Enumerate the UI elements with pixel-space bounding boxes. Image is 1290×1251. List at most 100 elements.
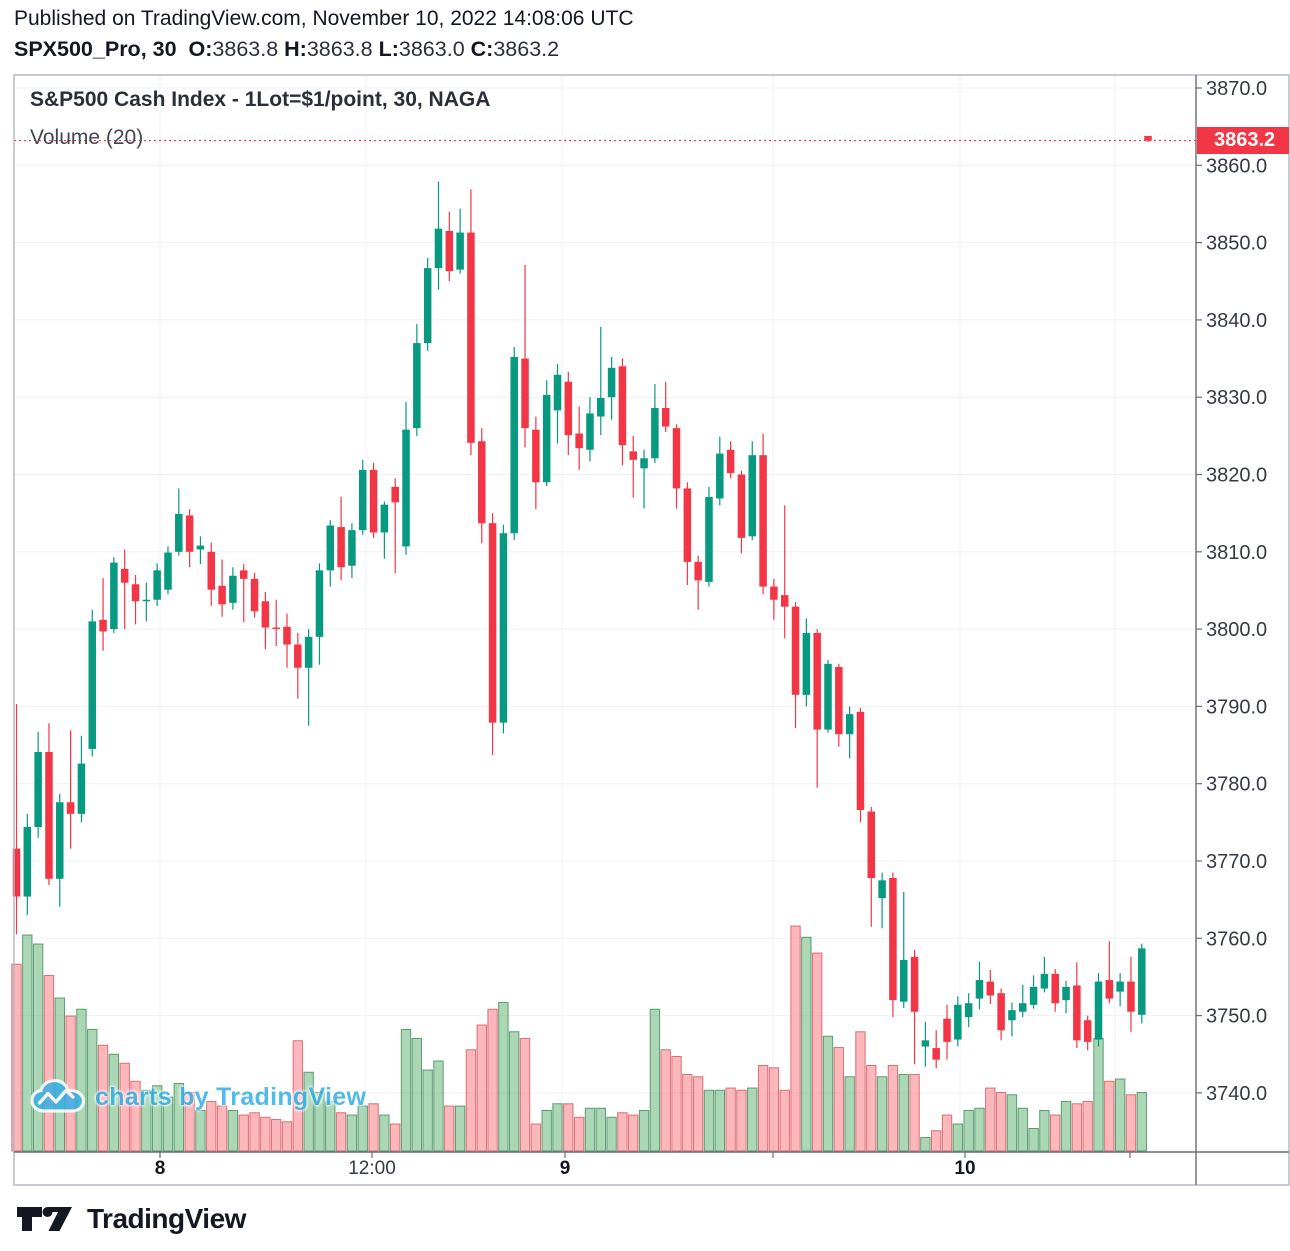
tradingview-logo[interactable]: TradingView [15, 1200, 246, 1238]
low-label: L: [378, 37, 399, 61]
volume-bar [1071, 1103, 1083, 1152]
candle-body [358, 469, 367, 531]
volume-bar [1028, 1128, 1039, 1152]
candle-body [542, 394, 551, 483]
candle-body [456, 232, 464, 270]
volume-indicator-label[interactable]: Volume (20) [30, 126, 144, 149]
price-tick-label: 3790.0 [1206, 696, 1267, 718]
volume-bar [433, 1060, 444, 1152]
candle-body [532, 429, 540, 483]
candle-body [283, 626, 291, 645]
volume-bar [682, 1074, 693, 1152]
symbol-name: SPX500_Pro, 30 [14, 37, 177, 61]
candle-body [780, 595, 789, 607]
candle-body [975, 980, 984, 999]
symbol-ohlc-line: SPX500_Pro, 30 O:3863.8 H:3863.8 L:3863.… [14, 37, 559, 62]
candle-body [607, 367, 616, 398]
volume-bar [563, 1103, 574, 1152]
volume-bar [811, 952, 823, 1152]
volume-bar [87, 1029, 98, 1152]
candle-body [45, 752, 53, 879]
price-scale[interactable]: 3870.0 3860.0 3850.0 3840.0 3830.0 3820.0 3810… [1196, 78, 1267, 1105]
candle-body [986, 981, 995, 996]
volume-bar [638, 1110, 650, 1152]
candle-body [77, 763, 86, 814]
candle-body [748, 455, 757, 537]
candle-body [661, 408, 670, 427]
volume-bar [931, 1130, 942, 1152]
candle-body [315, 570, 324, 637]
tradingview-watermark[interactable]: charts by TradingView [30, 1078, 366, 1116]
volume-bar [703, 1089, 715, 1152]
volume-bar [130, 1080, 141, 1152]
volume-bar [206, 1101, 217, 1152]
candle-body [997, 993, 1005, 1031]
time-scale[interactable]: 8 12:00 9 10 [155, 1152, 1131, 1179]
open-value: 3863.8 [212, 37, 279, 61]
candle-body [326, 525, 335, 571]
volume-bar [498, 1002, 509, 1152]
volume-bar [108, 1053, 120, 1152]
candle-body [597, 397, 605, 417]
candle-body [434, 228, 443, 269]
volume-bar [530, 1123, 542, 1152]
volume-bar [790, 925, 801, 1152]
volume-bar [195, 1110, 206, 1152]
watermark-text: charts by TradingView [95, 1082, 367, 1111]
volume-bar [552, 1103, 563, 1152]
volume-bar [1039, 1110, 1050, 1152]
volume-bar [54, 997, 65, 1152]
candle-body [110, 562, 118, 630]
candle-body [1062, 986, 1070, 1001]
volume-bar [119, 1062, 130, 1152]
candle-body [683, 488, 692, 562]
candle-body [932, 1048, 940, 1060]
candle-body [1116, 981, 1124, 992]
volume-bar [768, 1067, 780, 1152]
price-tick-label: 3860.0 [1206, 155, 1267, 177]
volume-bar [649, 1008, 661, 1152]
volume-bar [1125, 1094, 1137, 1152]
candle-body [261, 601, 270, 628]
volume-bar [1136, 1092, 1147, 1152]
candle-body [196, 545, 205, 550]
close-label: C: [470, 37, 494, 61]
candle-body [294, 644, 302, 668]
volume-bar [573, 1116, 585, 1152]
volume-bar [357, 1105, 368, 1152]
volume-bar [779, 1089, 790, 1152]
volume-bar [151, 1085, 163, 1152]
price-tick-label: 3770.0 [1206, 851, 1267, 873]
candle-body [1127, 981, 1135, 1012]
candle-body [1138, 948, 1146, 1015]
candle-body [337, 527, 345, 568]
volume-bar [281, 1121, 293, 1152]
volume-bar [422, 1069, 433, 1152]
volume-bar [260, 1116, 271, 1152]
volume-bar [390, 1123, 401, 1152]
candle-body [12, 848, 21, 897]
last-price-label: 3863.2 [1197, 127, 1289, 154]
volume-bar [325, 1101, 336, 1152]
high-value: 3863.8 [306, 37, 373, 61]
volume-bar [43, 975, 55, 1152]
volume-bar [303, 1071, 314, 1152]
volume-bar [617, 1112, 628, 1152]
candle-body [575, 433, 583, 449]
candle-body [88, 621, 96, 749]
volume-bar [487, 1008, 498, 1152]
candle-body [1094, 981, 1103, 1040]
candle-body [813, 632, 821, 730]
low-value: 3863.0 [398, 37, 465, 61]
candle-body [899, 959, 908, 1002]
candle-body [694, 561, 702, 581]
volume-bar [1114, 1078, 1126, 1152]
volume-bar [346, 1114, 358, 1152]
close-value: 3863.2 [493, 37, 560, 61]
candle-body [1083, 1020, 1092, 1042]
grid [14, 75, 1196, 1152]
volume-bar [844, 1076, 855, 1152]
volume-bar [216, 1105, 228, 1152]
volume-bar [400, 1029, 412, 1152]
